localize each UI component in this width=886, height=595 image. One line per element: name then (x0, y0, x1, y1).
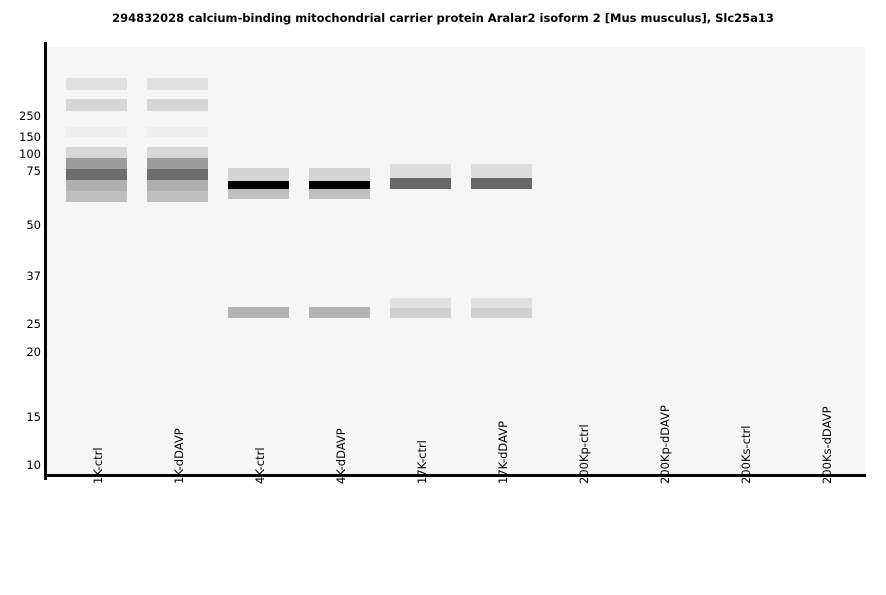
gel-lane (714, 47, 775, 476)
y-axis-line (44, 42, 47, 480)
y-tick-label: 37 (26, 269, 41, 283)
gel-band (147, 78, 208, 90)
gel-band (228, 168, 289, 181)
gel-band (471, 164, 532, 178)
x-tick-label-text: 4K-ctrl (252, 447, 267, 484)
gel-band (147, 191, 208, 202)
gel-band (66, 78, 127, 90)
gel-band (147, 99, 208, 111)
gel-band (228, 189, 289, 199)
gel-band (147, 158, 208, 169)
y-tick-label: 75 (26, 164, 41, 178)
gel-lane (390, 47, 451, 476)
gel-band (66, 158, 127, 169)
gel-band (309, 181, 370, 189)
x-tick-label-text: 200Kp-dDAVP (657, 405, 672, 484)
gel-band (471, 298, 532, 308)
gel-band (147, 180, 208, 191)
page-title: 294832028 calcium-binding mitochondrial … (112, 11, 774, 25)
gel-lane (552, 47, 613, 476)
x-tick-label-text: 1K-dDAVP (171, 428, 186, 484)
x-tick-label-text: 200Ks-ctrl (738, 425, 753, 484)
gel-band (66, 191, 127, 202)
gel-band (309, 307, 370, 318)
gel-band (66, 180, 127, 191)
gel-band (228, 181, 289, 189)
gel-band (390, 178, 451, 189)
gel-band (309, 189, 370, 199)
gel-band (471, 308, 532, 318)
gel-band (471, 178, 532, 189)
gel-plot-area (47, 47, 865, 476)
gel-band (390, 308, 451, 318)
x-tick-label-text: 200Ks-dDAVP (819, 406, 834, 484)
x-axis-tick-labels: 1K-ctrl 1K-dDAVP 4K-ctrl 4K-dDAVP 17K-ctrl 17… (47, 405, 865, 595)
y-tick-label: 20 (26, 345, 41, 359)
gel-band (66, 147, 127, 158)
gel-lane (309, 47, 370, 476)
x-axis-line (44, 474, 866, 477)
gel-lane (471, 47, 532, 476)
y-tick-label: 50 (26, 218, 41, 232)
y-tick-label: 100 (19, 147, 41, 161)
y-tick-label: 25 (26, 317, 41, 331)
y-tick-label: 10 (26, 458, 41, 472)
gel-band (66, 127, 127, 137)
gel-lane (147, 47, 208, 476)
x-tick-label-text: 4K-dDAVP (333, 428, 348, 484)
y-tick-label: 250 (19, 109, 41, 123)
y-tick-label: 15 (26, 410, 41, 424)
gel-band (390, 164, 451, 178)
y-tick-label: 150 (19, 130, 41, 144)
gel-band (66, 99, 127, 111)
gel-band (147, 147, 208, 158)
x-tick-label-text: 1K-ctrl (90, 447, 105, 484)
gel-lane (66, 47, 127, 476)
gel-band (66, 169, 127, 180)
gel-lane (228, 47, 289, 476)
gel-band (390, 298, 451, 308)
gel-band (309, 168, 370, 181)
x-tick-label-text: 200Kp-ctrl (576, 424, 591, 484)
gel-band (147, 169, 208, 180)
x-tick-label-text: 17K-dDAVP (495, 420, 510, 484)
y-axis-tick-labels: 250 150 100 75 50 37 25 20 15 10 (0, 0, 41, 595)
x-tick-label-text: 17K-ctrl (414, 440, 429, 484)
gel-band (147, 127, 208, 137)
gel-band (228, 307, 289, 318)
